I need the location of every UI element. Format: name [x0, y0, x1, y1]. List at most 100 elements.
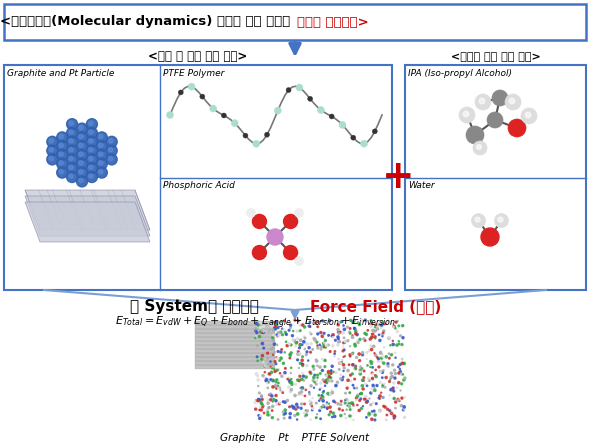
- Point: [386, 342, 395, 349]
- Point: [319, 330, 329, 337]
- Point: [327, 389, 337, 396]
- Point: [254, 396, 263, 403]
- Point: [317, 333, 327, 340]
- Point: [336, 318, 345, 326]
- Point: [290, 412, 300, 419]
- Circle shape: [99, 152, 103, 156]
- Point: [293, 410, 303, 417]
- Point: [331, 382, 340, 389]
- Point: [337, 356, 347, 363]
- Point: [346, 353, 355, 360]
- Point: [386, 351, 396, 359]
- Point: [388, 373, 397, 380]
- Point: [263, 380, 272, 387]
- Point: [325, 373, 335, 380]
- Point: [281, 338, 291, 345]
- Point: [255, 389, 264, 396]
- Point: [281, 365, 290, 372]
- Polygon shape: [195, 357, 275, 361]
- Point: [388, 384, 398, 392]
- Point: [362, 399, 372, 406]
- Point: [283, 342, 292, 349]
- Point: [316, 415, 325, 422]
- Point: [286, 369, 296, 376]
- Circle shape: [67, 128, 78, 139]
- Circle shape: [317, 107, 324, 114]
- Point: [268, 398, 277, 405]
- Point: [313, 330, 323, 338]
- Point: [375, 337, 385, 344]
- Point: [259, 402, 268, 409]
- Polygon shape: [195, 337, 275, 341]
- Point: [352, 384, 361, 392]
- Circle shape: [88, 174, 93, 178]
- Point: [302, 362, 312, 369]
- Point: [269, 332, 278, 339]
- Circle shape: [99, 161, 103, 165]
- Point: [308, 405, 317, 412]
- Point: [349, 416, 358, 423]
- Point: [316, 396, 325, 403]
- Circle shape: [88, 139, 93, 143]
- Text: +: +: [382, 158, 415, 197]
- Point: [389, 323, 398, 330]
- Point: [286, 410, 295, 417]
- Circle shape: [79, 178, 83, 182]
- Point: [330, 337, 340, 344]
- Point: [257, 392, 266, 399]
- Point: [289, 327, 298, 334]
- Point: [340, 364, 349, 372]
- Circle shape: [49, 156, 54, 161]
- Point: [367, 416, 376, 423]
- Point: [312, 411, 322, 418]
- Point: [337, 376, 347, 383]
- Point: [384, 363, 394, 370]
- Point: [272, 331, 281, 339]
- Point: [305, 318, 314, 326]
- Point: [390, 367, 399, 374]
- Point: [349, 384, 359, 392]
- Point: [315, 341, 324, 348]
- Circle shape: [498, 217, 503, 222]
- Point: [386, 387, 395, 394]
- Point: [270, 349, 280, 356]
- Point: [355, 336, 365, 343]
- Point: [267, 345, 276, 352]
- Point: [395, 361, 405, 368]
- Point: [360, 330, 369, 337]
- Point: [384, 318, 394, 325]
- Point: [353, 393, 362, 400]
- Point: [277, 318, 286, 325]
- Point: [252, 320, 261, 327]
- Point: [392, 342, 402, 349]
- Point: [343, 377, 353, 384]
- Point: [389, 413, 399, 420]
- Point: [289, 403, 299, 410]
- Point: [376, 348, 385, 355]
- Point: [382, 353, 391, 360]
- Point: [393, 318, 402, 325]
- Circle shape: [67, 119, 78, 130]
- Point: [363, 327, 372, 334]
- Circle shape: [494, 214, 509, 227]
- Point: [318, 394, 327, 401]
- Point: [320, 378, 329, 385]
- Point: [372, 382, 382, 389]
- Point: [322, 399, 332, 406]
- Point: [371, 335, 380, 342]
- Point: [351, 330, 360, 337]
- Point: [298, 361, 307, 368]
- Point: [346, 377, 356, 384]
- Point: [336, 372, 346, 379]
- Point: [358, 351, 367, 358]
- Polygon shape: [195, 329, 275, 333]
- Circle shape: [69, 121, 73, 125]
- Point: [263, 355, 273, 362]
- Point: [339, 361, 348, 368]
- Circle shape: [329, 114, 334, 119]
- Point: [288, 332, 297, 339]
- Point: [380, 380, 389, 388]
- Point: [271, 381, 280, 388]
- Point: [286, 379, 295, 386]
- Point: [366, 343, 376, 350]
